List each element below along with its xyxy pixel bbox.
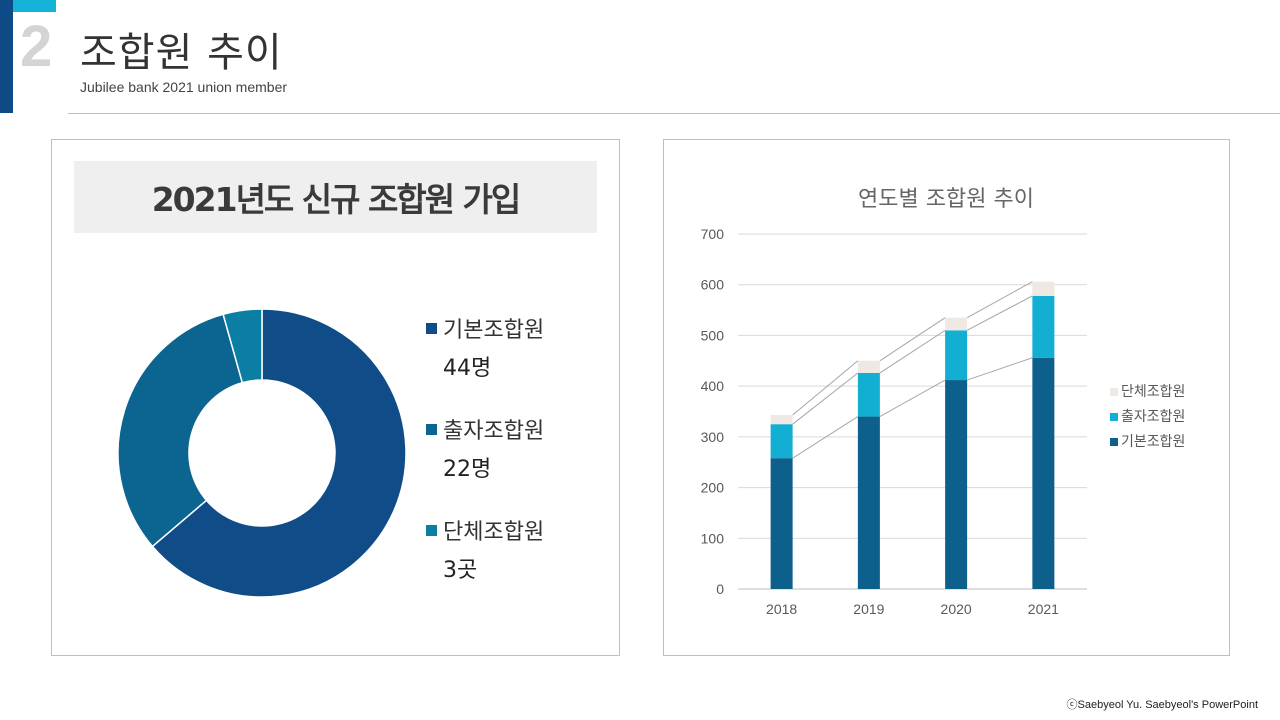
legend-label-group: 단체조합원 (443, 520, 545, 545)
bar-investor (770, 424, 793, 459)
x-tick-label: 2019 (853, 601, 884, 617)
x-tick-label: 2018 (766, 601, 797, 617)
donut-slice-group (222, 308, 263, 384)
legend-value-group: 3곳 (443, 558, 478, 583)
y-tick-label: 500 (701, 327, 725, 343)
series-line (792, 360, 859, 416)
legend-swatch-group (426, 524, 437, 536)
legend-basic-swatch (1110, 438, 1118, 446)
donut-slice-investor (117, 313, 244, 548)
bar-basic (770, 458, 793, 589)
legend-group-label: 단체조합원 (1121, 384, 1185, 400)
bar-basic (857, 416, 880, 589)
x-tick-label: 2020 (941, 601, 972, 617)
bar-panel: 연도별 조합원 추이 0 100 200 300 400 500 600 700 2018 2019… (663, 139, 1230, 656)
footer-credit: ⓒSaebyeol Yu. Saebyeol's PowerPoint (1066, 699, 1258, 711)
bar-basic (945, 380, 968, 589)
donut-heading: 2021년도 신규 조합원 가입 (151, 180, 522, 219)
y-tick-label: 400 (701, 378, 725, 394)
series-line (879, 329, 946, 374)
legend-item-basic: 기본조합원 44명 (426, 312, 544, 382)
series-line (792, 416, 859, 459)
legend-value-investor: 22명 (443, 457, 492, 482)
y-tick-label: 300 (701, 429, 725, 445)
bar-basic (1032, 357, 1055, 589)
legend-label-investor: 출자조합원 (443, 419, 545, 444)
series-line (792, 372, 859, 425)
bar-investor (945, 330, 968, 381)
donut-heading-box: 2021년도 신규 조합원 가입 (74, 161, 597, 233)
series-line (966, 281, 1033, 319)
bar-group (945, 317, 968, 331)
legend-investor-label: 출자조합원 (1121, 409, 1185, 425)
series-line (879, 317, 946, 362)
legend-swatch-basic (426, 322, 437, 334)
stacked-bar-chart: 연도별 조합원 추이 0 100 200 300 400 500 600 700 2018 2019… (701, 187, 1186, 617)
page-subtitle: Jubilee bank 2021 union member (80, 79, 288, 95)
series-line (966, 295, 1033, 331)
bar-investor (1032, 295, 1055, 358)
legend-value-basic: 44명 (443, 356, 492, 381)
legend-label-basic: 기본조합원 (443, 318, 545, 343)
y-tick-label: 0 (716, 581, 724, 597)
legend-item-group: 단체조합원 3곳 (426, 514, 544, 584)
series-line (879, 379, 946, 418)
bar-group (1032, 281, 1055, 296)
series-line (966, 357, 1033, 381)
header-divider (68, 113, 1280, 114)
bar-group (857, 360, 880, 373)
y-tick-label: 200 (701, 480, 725, 496)
legend-swatch-investor (426, 423, 437, 435)
donut-chart (117, 308, 407, 598)
y-tick-label: 100 (701, 530, 725, 546)
y-tick-label: 700 (701, 226, 725, 242)
donut-slice-basic (151, 308, 407, 598)
donut-panel: 2021년도 신규 조합원 가입 기본조합원 44명 출자조합원 22명 단체조… (51, 139, 620, 656)
slide-number: 2 (20, 14, 53, 79)
y-tick-label: 600 (701, 277, 725, 293)
bar-investor (857, 372, 880, 417)
x-tick-label: 2021 (1028, 601, 1059, 617)
legend-basic-label: 기본조합원 (1121, 434, 1185, 450)
page-title: 조합원 추이 (80, 30, 283, 76)
bar-group (770, 415, 793, 425)
accent-top-strip (13, 0, 56, 12)
accent-bar (0, 0, 13, 113)
legend-investor-swatch (1110, 413, 1118, 421)
legend-item-investor: 출자조합원 22명 (426, 413, 544, 483)
legend-group-swatch (1110, 388, 1118, 396)
chart-title: 연도별 조합원 추이 (858, 187, 1034, 212)
